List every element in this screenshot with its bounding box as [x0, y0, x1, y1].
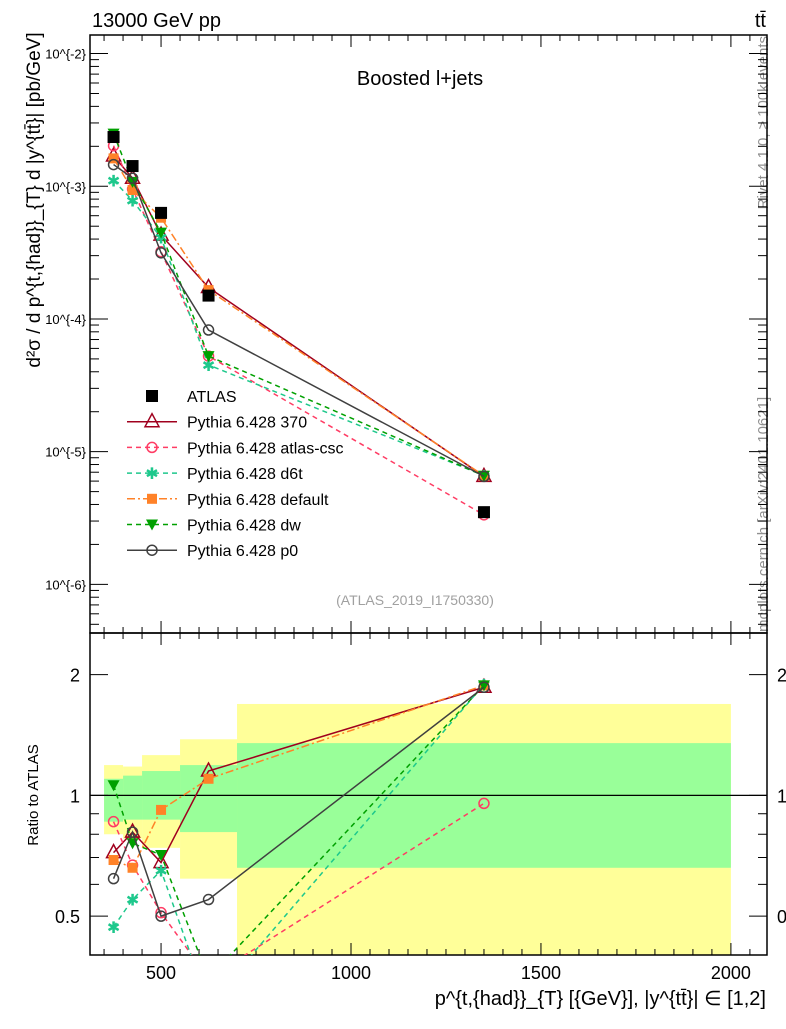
- ratio-tick-label: 1: [777, 786, 786, 806]
- series-point-p0: [478, 470, 490, 483]
- ratio-line-atlas-csc: [112, 802, 485, 955]
- ratio-tick-label: 2: [70, 666, 80, 686]
- ratio-panel: ✱✱✱✱✱: [105, 677, 493, 1015]
- ratio-point-p0: [126, 826, 139, 838]
- y-tick-label: 10^{-6}: [45, 577, 86, 592]
- ratio-point-d6t: ✱: [202, 998, 215, 1015]
- ratio-tick-label: 0.5: [777, 907, 786, 927]
- header-left: 13000 GeV pp: [92, 10, 221, 32]
- ratio-line-370: [113, 686, 485, 864]
- ratio-point-default: [156, 804, 167, 815]
- ratio-point-default: [127, 862, 138, 873]
- data-point-ATLAS: [155, 206, 168, 219]
- series-point-d6t: ✱: [107, 174, 120, 191]
- series-point-d6t: ✱: [126, 194, 139, 211]
- ratio-band-inner: [104, 778, 124, 822]
- ratio-point-atlas-csc: [204, 973, 214, 983]
- legend-marker-370: [143, 412, 161, 428]
- x-tick-label: 1500: [521, 963, 561, 983]
- series-point-default: [108, 153, 119, 164]
- series-point-dw: [155, 227, 168, 239]
- ratio-tick-label: 0.5: [55, 907, 80, 927]
- series-line-atlas-csc: [112, 145, 485, 516]
- ratio-point-default: [203, 773, 214, 784]
- legend-label: Pythia 6.428 atlas-csc: [187, 440, 344, 457]
- ratio-tick-label: 2: [777, 666, 786, 686]
- ratio-tick-label: 1: [70, 786, 80, 806]
- ratio-point-dw: [107, 780, 120, 792]
- legend-marker-p0: [146, 544, 158, 556]
- ratio-point-p0: [155, 910, 167, 922]
- data-point-ATLAS: [202, 289, 215, 302]
- series-line-p0: [113, 163, 485, 478]
- x-tick-label: 1000: [331, 963, 371, 983]
- ratio-point-d6t: ✱: [154, 863, 167, 880]
- x-tick-label: 500: [146, 963, 176, 983]
- ratio-y-axis-label: Ratio to ATLAS: [25, 744, 42, 845]
- legend-marker-atlas-csc: [146, 441, 158, 454]
- series-point-p0: [155, 247, 167, 259]
- series-point-dw: [126, 176, 139, 188]
- series-point-default: [127, 184, 138, 195]
- ratio-line-d6t: [112, 684, 485, 955]
- x-tick-label: 2000: [711, 963, 751, 983]
- ratio-point-default: [108, 855, 119, 866]
- legend-marker-dw: [146, 519, 158, 531]
- data-point-ATLAS: [126, 160, 139, 173]
- y-tick-label: 10^{-3}: [45, 179, 86, 194]
- ratio-point-atlas-csc: [155, 906, 167, 919]
- y-axis-label: d²σ / d p^{t,{had}}_{T} d |y^{tt̄}| [pb/…: [24, 32, 45, 367]
- ratio-point-dw: [203, 973, 215, 984]
- y-tick-label: 10^{-4}: [45, 312, 86, 327]
- data-point-ATLAS: [107, 131, 120, 144]
- ratio-band-inner: [123, 775, 143, 820]
- series-point-p0: [107, 158, 120, 171]
- series-point-p0: [126, 172, 139, 184]
- legend-label: Pythia 6.428 d6t: [187, 466, 303, 483]
- legend-marker-ATLAS: [146, 390, 158, 402]
- legend-label: Pythia 6.428 370: [187, 415, 307, 432]
- ratio-point-p0: [202, 893, 215, 906]
- series-point-dw: [202, 351, 215, 363]
- ratio-point-d6t: ✱: [126, 893, 139, 910]
- ratio-band-inner: [237, 743, 731, 868]
- legend-label: Pythia 6.428 default: [187, 492, 329, 509]
- y-tick-label: 10^{-2}: [45, 47, 86, 62]
- chart-title: Boosted l+jets: [357, 68, 483, 90]
- ratio-point-atlas-csc: [478, 797, 490, 810]
- ratio-line-p0: [112, 686, 485, 918]
- x-axis-label: p^{t,{had}}_{T} [{GeV}], |y^{tt̄}| ∈ [1,…: [435, 988, 766, 1010]
- ratio-point-370: [152, 852, 170, 869]
- legend-label: Pythia 6.428 dw: [187, 518, 301, 535]
- data-point-ATLAS: [477, 506, 490, 519]
- main-panel: ✱✱✱✱✱: [105, 128, 493, 521]
- ratio-point-d6t: ✱: [107, 920, 120, 937]
- ratio-point-p0: [478, 681, 490, 694]
- series-point-370: [152, 225, 170, 241]
- legend-marker-default: [147, 493, 157, 504]
- y-tick-label: 10^{-5}: [45, 445, 86, 460]
- analysis-id: (ATLAS_2019_I1750330): [336, 592, 494, 608]
- legend-label: Pythia 6.428 p0: [187, 543, 298, 560]
- legend-marker-d6t: ✱: [145, 466, 158, 483]
- header-right: tt̄: [755, 10, 767, 32]
- ratio-point-p0: [107, 872, 120, 885]
- series-point-p0: [202, 324, 215, 336]
- ratio-point-dw: [155, 850, 168, 862]
- series-point-d6t: ✱: [202, 358, 215, 375]
- ratio-frame: [89, 632, 768, 956]
- ratio-point-atlas-csc: [107, 815, 120, 828]
- legend-label: ATLAS: [187, 389, 237, 406]
